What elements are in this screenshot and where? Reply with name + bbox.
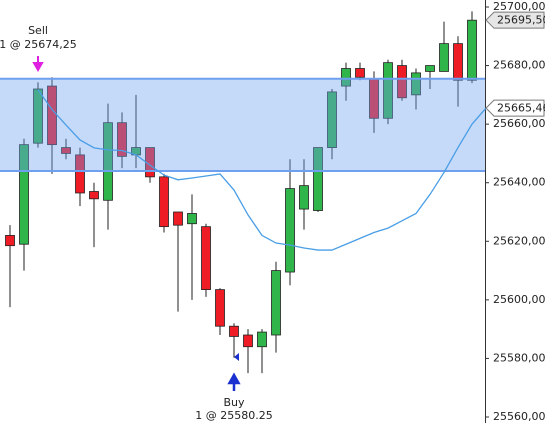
sell-detail: 1 @ 25674,25 [0,38,77,51]
candle-body [341,68,351,87]
y-tick-label: 25660,00 [493,117,545,130]
sell-title: Sell [28,24,48,37]
candle-body [173,211,183,226]
candle-body [159,176,169,228]
candle-body [243,334,253,348]
candle-body [103,122,113,201]
candle-body [5,235,15,247]
candle-body [285,188,295,273]
candle-body [439,43,449,72]
entry-marker [234,353,239,361]
moving-average [37,89,487,251]
candle-body [117,122,127,157]
candle-body [327,91,337,148]
y-tick-label: 25700,00 [493,0,545,13]
candle-body [299,185,309,210]
y-tick-label: 25560,00 [493,410,545,423]
candle-body [453,43,463,81]
candle-body [33,88,43,144]
candle-body [383,62,393,119]
buy-detail: 1 @ 25580.25 [195,409,272,422]
y-tick-label: 25600,00 [493,293,545,306]
candle-body [215,289,225,327]
candle-body [313,147,323,211]
candle-body [229,325,239,337]
price-label-box [485,11,545,29]
y-tick-label: 25640,00 [493,176,545,189]
candle-body [425,65,435,72]
price-label: 25695,50 [497,14,545,27]
candle-body [257,331,267,348]
candle-body [201,226,211,291]
y-tick-label: 25580,00 [493,351,545,364]
candle-body [61,147,71,154]
price-label-box [485,99,545,117]
candle-body [271,270,281,336]
buy-arrow [227,372,241,391]
candle-body [89,191,99,200]
candle-body [19,144,29,245]
y-tick-label: 25620,00 [493,234,545,247]
price-label: 25665,46 [497,102,545,115]
zone [0,78,485,171]
candle-body [411,72,421,96]
candle-body [187,213,197,225]
buy-title: Buy [223,396,245,409]
y-tick-label: 25680,00 [493,59,545,72]
candle-body [355,68,365,78]
candle-body [397,65,407,99]
sell-arrow [32,56,44,73]
candle-body [467,19,477,81]
candle-body [75,154,85,194]
